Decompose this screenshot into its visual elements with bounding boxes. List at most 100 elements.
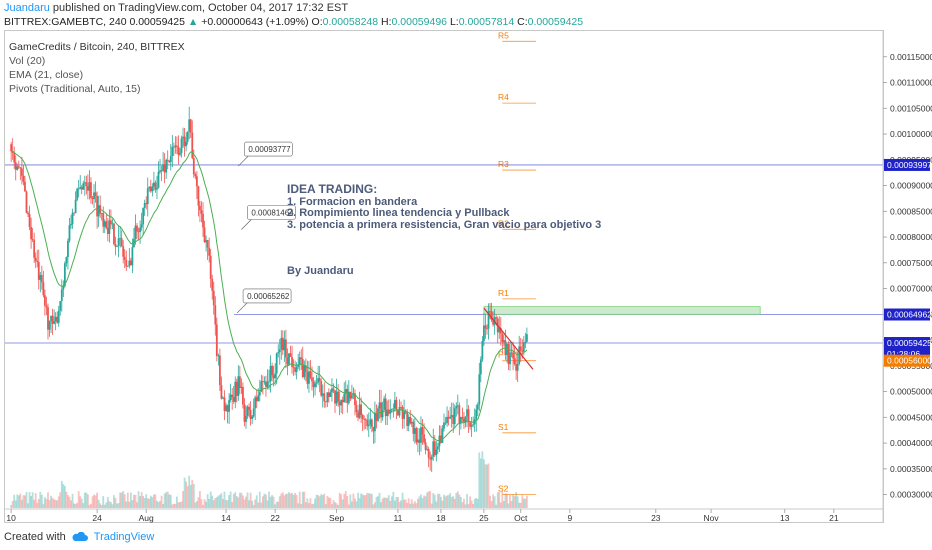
chart-frame[interactable] <box>4 30 884 523</box>
y-tick-label: 0.00050000 <box>890 387 932 397</box>
candle <box>438 435 441 447</box>
volume-bar <box>524 498 527 508</box>
volume-bar <box>205 501 207 508</box>
candle <box>453 408 456 425</box>
volume-bar <box>281 492 284 508</box>
volume-bar <box>192 484 195 508</box>
candle <box>375 412 378 421</box>
volume-bar <box>370 493 373 508</box>
volume-bar <box>176 496 178 508</box>
candle <box>349 391 352 399</box>
candle <box>421 427 424 435</box>
volume-bar <box>519 502 522 508</box>
volume-bar <box>461 502 464 508</box>
candle <box>174 145 177 148</box>
candle <box>377 408 379 421</box>
volume-bar <box>525 495 528 508</box>
candle <box>148 186 151 189</box>
volume-bar <box>40 494 43 508</box>
candle <box>34 257 37 261</box>
volume-bar <box>197 497 200 508</box>
idea-title: IDEA TRADING: <box>287 182 377 196</box>
volume-bar <box>289 493 292 508</box>
volume-bar <box>499 502 502 508</box>
candle <box>39 275 42 280</box>
volume-bar <box>409 503 412 508</box>
volume-bar <box>119 492 122 508</box>
candle <box>16 166 19 170</box>
candle <box>334 390 336 404</box>
candle <box>44 295 46 306</box>
candle <box>111 223 114 225</box>
volume-bar <box>303 491 306 508</box>
volume-bar <box>398 502 401 508</box>
volume-bar <box>340 494 343 508</box>
candle <box>255 397 258 402</box>
candle <box>88 182 91 191</box>
candle <box>501 333 504 343</box>
candle <box>386 409 389 417</box>
x-tick-label: Nov <box>704 513 720 523</box>
volume-bar <box>57 496 60 508</box>
candle <box>340 399 343 406</box>
candle <box>237 376 240 396</box>
quote-line: BITTREX:GAMEBTC, 240 0.00059425 ▲ +0.000… <box>4 16 583 28</box>
candle <box>232 397 235 402</box>
volume-bar <box>10 504 13 508</box>
price-badge-text: 0.00059425 <box>887 338 932 348</box>
volume-bar <box>501 491 504 508</box>
candle <box>309 371 312 378</box>
pivot-label: R3 <box>498 159 509 169</box>
up-arrow-icon: ▲ <box>187 16 199 28</box>
pivot-label: R1 <box>498 288 509 298</box>
volume-bar <box>203 499 206 508</box>
legend-ema[interactable]: EMA (21, close) <box>9 69 84 81</box>
volume-bar <box>186 486 189 508</box>
volume-bar <box>401 492 404 508</box>
candle <box>249 409 252 419</box>
open-value: 0.00058248 <box>322 16 379 28</box>
candle <box>393 399 396 409</box>
volume-bar <box>63 485 66 508</box>
tradingview-brand[interactable]: TradingView <box>93 531 155 543</box>
candle <box>151 186 154 192</box>
candle <box>272 375 275 379</box>
volume-bar <box>298 491 301 508</box>
volume-bar <box>16 494 19 508</box>
volume-bar <box>415 503 418 508</box>
legend-pivots[interactable]: Pivots (Traditional, Auto, 15) <box>9 83 141 95</box>
candle <box>509 352 511 365</box>
legend-main-series[interactable]: GameCredits / Bitcoin, 240, BITTREX <box>9 41 185 53</box>
candle <box>370 419 373 427</box>
volume-bar <box>179 502 181 508</box>
x-tick-label: 23 <box>651 513 661 523</box>
candle <box>358 404 361 418</box>
volume-bar <box>129 492 132 508</box>
candle <box>157 171 160 188</box>
candle <box>71 212 74 224</box>
volume-bar <box>392 491 395 508</box>
candle <box>406 411 409 427</box>
candle <box>504 340 507 355</box>
candle <box>464 416 467 423</box>
callout-pointer <box>236 302 248 314</box>
volume-bar <box>162 503 165 508</box>
volume-bar <box>99 503 102 508</box>
candle <box>103 221 106 227</box>
legend-volume[interactable]: Vol (20) <box>9 55 46 67</box>
candle <box>62 286 65 290</box>
candle <box>369 419 372 425</box>
volume-bar <box>360 493 363 508</box>
candle <box>440 435 442 443</box>
author-link[interactable]: Juandaru <box>4 2 50 14</box>
pivot-label: R5 <box>498 30 509 40</box>
candle <box>269 365 272 382</box>
candle <box>40 275 43 283</box>
candle <box>169 156 172 163</box>
candle <box>238 376 241 388</box>
volume-bar <box>168 494 171 508</box>
candle <box>194 174 197 177</box>
volume-bar <box>159 500 161 508</box>
candle <box>14 162 17 170</box>
